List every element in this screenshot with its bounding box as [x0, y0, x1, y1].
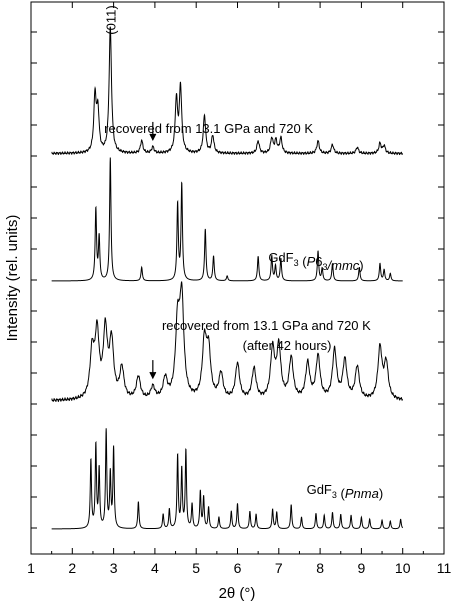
- x-tick-label: 4: [151, 560, 159, 576]
- x-tick-label: 10: [395, 560, 411, 576]
- x-tick-label: 1: [27, 560, 35, 576]
- series-label-s4: GdF3 (Pnma): [307, 482, 384, 501]
- peak-annotation: (011): [103, 5, 118, 34]
- series-label-s1: recovered from 13.1 GPa and 720 K: [104, 121, 313, 136]
- series-line-s4: [51, 428, 404, 530]
- series-line-s2: [51, 157, 403, 282]
- y-axis-ticks: [31, 31, 444, 529]
- annotations: (011): [103, 5, 118, 34]
- series-labels: recovered from 13.1 GPa and 720 K GdF3 (P…: [104, 121, 383, 501]
- x-axis-label: 2θ (°): [219, 585, 256, 602]
- x-tick-label: 2: [68, 560, 76, 576]
- arrow-head-s3: [149, 371, 157, 380]
- x-tick-label: 11: [437, 560, 452, 576]
- x-tick-label: 7: [275, 560, 283, 576]
- series-label-s2: GdF3 (P63/mmc): [268, 250, 363, 273]
- x-tick-label: 5: [192, 560, 200, 576]
- series-label-s3: recovered from 13.1 GPa and 720 K: [162, 318, 371, 333]
- y-axis-label: Intensity (rel. units): [4, 215, 21, 342]
- x-axis-ticks: 1 2 3 4 5 6 7 8 9 10 11: [27, 2, 451, 576]
- x-tick-label: 6: [234, 560, 242, 576]
- series-line-s1: [51, 26, 404, 156]
- plot-border: [30, 1, 445, 555]
- x-tick-label: 9: [358, 560, 366, 576]
- series-line-s3: [51, 281, 404, 403]
- arrows: [149, 121, 157, 380]
- x-tick-label: 3: [110, 560, 118, 576]
- arrow-head-s1: [149, 133, 157, 142]
- series-label-s3: (after 42 hours): [243, 338, 332, 353]
- plot-frame: [30, 1, 445, 555]
- x-tick-label: 8: [316, 560, 324, 576]
- spectra: [51, 26, 404, 530]
